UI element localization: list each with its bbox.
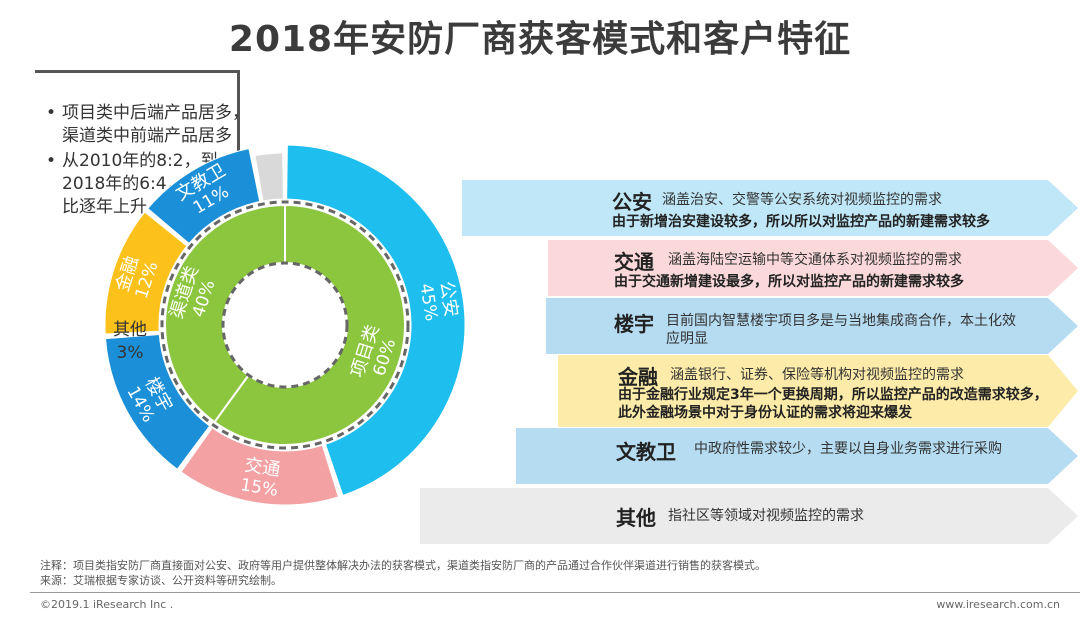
website: www.iresearch.com.cn: [936, 598, 1060, 611]
banner-head: 文教卫: [616, 440, 676, 464]
customer-banners: 公安 涵盖治安、交警等公安系统对视频监控的需求 由于新增治安建设较多，所以所以对…: [0, 0, 1080, 560]
banner-desc: 目前国内智慧楼宇项目多是与当地集成商合作，本土化效应明显: [666, 313, 1016, 347]
banner-desc: 涵盖治安、交警等公安系统对视频监控的需求: [662, 192, 942, 208]
outer-slice-3: [104, 211, 188, 335]
outer-slice-2: [104, 334, 211, 470]
footnote: 注释：项目类指安防厂商直接面对公安、政府等用户提供整体解决办法的获客模式，渠道类…: [40, 558, 766, 588]
outer-label-5: 其他: [113, 320, 147, 340]
banner-desc: 中政府性需求较少，主要以自身业务需求进行采购: [694, 441, 1002, 457]
separator-ring-inner: [221, 261, 349, 389]
outer-slice-1: [180, 427, 340, 506]
separator-ring-outer: [160, 200, 410, 450]
banner-bold: 由于新增治安建设较多，所以所以对监控产品的新建需求较多: [612, 214, 990, 230]
banner-other: 其他 指社区等领域对视频监控的需求: [420, 488, 1078, 544]
banner-head: 公安: [612, 190, 652, 214]
banner-head: 楼宇: [614, 312, 654, 336]
banner-bold: 由于金融行业规定3年一个更换周期，所以监控产品的改造需求较多，此外金融场景中对于…: [618, 387, 1048, 421]
banner-transport: 交通 涵盖海陆空运输中等交通体系对视频监控的需求 由于交通新增建设最多，所以对监…: [548, 240, 1078, 296]
banner-edu-health: 文教卫 中政府性需求较少，主要以自身业务需求进行采购: [516, 428, 1078, 484]
banner-desc: 涵盖海陆空运输中等交通体系对视频监控的需求: [668, 252, 962, 268]
outer-slice-5: [254, 152, 284, 202]
banner-public-security: 公安 涵盖治安、交警等公安系统对视频监控的需求 由于新增治安建设较多，所以所以对…: [462, 180, 1078, 236]
divider: [30, 592, 1080, 593]
banner-head: 金融: [618, 365, 658, 389]
page-title: 2018年安防厂商获客模式和客户特征: [228, 19, 852, 60]
banner-desc: 涵盖银行、证券、保险等机构对视频监控的需求: [670, 367, 964, 383]
banner-building: 楼宇 目前国内智慧楼宇项目多是与当地集成商合作，本土化效应明显: [546, 298, 1078, 354]
source-text: 来源：艾瑞根据专家访谈、公开资料等研究绘制。: [40, 574, 282, 587]
outer-slice-4: [147, 148, 261, 245]
banner-head: 其他: [616, 506, 656, 530]
banner-bold: 由于交通新增建设最多，所以对监控产品的新建需求较多: [614, 274, 964, 290]
outer-value-5: 3%: [117, 343, 144, 363]
outer-slice-0: [286, 144, 466, 497]
footnote-text: 注释：项目类指安防厂商直接面对公安、政府等用户提供整体解决办法的获客模式，渠道类…: [40, 559, 766, 572]
copyright: ©2019.1 iResearch Inc .: [40, 598, 174, 611]
note-item: 项目类中后端产品居多，渠道类中前端产品居多: [42, 102, 252, 148]
donut-hole: [225, 265, 345, 385]
banner-desc: 指社区等领域对视频监控的需求: [668, 508, 864, 524]
banner-finance: 金融 涵盖银行、证券、保险等机构对视频监控的需求 由于金融行业规定3年一个更换周…: [558, 355, 1078, 427]
banner-head: 交通: [614, 250, 654, 274]
